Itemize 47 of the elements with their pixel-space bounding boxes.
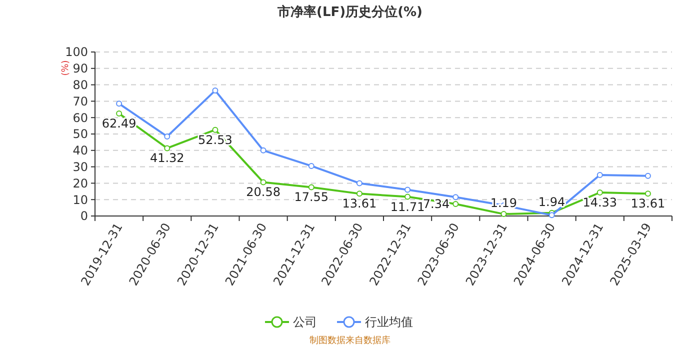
data-label: 20.58 bbox=[246, 185, 280, 200]
point bbox=[116, 110, 122, 117]
y-tick-label: 20 bbox=[72, 176, 88, 190]
point bbox=[164, 145, 170, 152]
text: 制图数据来自数据库 bbox=[310, 335, 390, 346]
point bbox=[404, 186, 411, 193]
point bbox=[260, 147, 266, 154]
point bbox=[260, 179, 266, 186]
data-label: 1.94 bbox=[538, 194, 566, 209]
data-label: 13.61 bbox=[630, 196, 666, 211]
y-tick-label: 40 bbox=[72, 144, 88, 158]
point bbox=[644, 190, 651, 197]
y-tick-label: 80 bbox=[72, 78, 88, 92]
point bbox=[548, 212, 555, 218]
chart-title: 市净率(LF)历史分位(%) bbox=[276, 4, 422, 20]
data-label: 11.71 bbox=[390, 200, 425, 214]
data-label: 7.34 bbox=[422, 196, 450, 211]
point bbox=[308, 162, 314, 169]
point bbox=[596, 190, 603, 196]
point bbox=[212, 126, 218, 133]
point bbox=[500, 211, 507, 218]
point bbox=[596, 172, 603, 178]
point bbox=[452, 200, 459, 207]
point bbox=[308, 184, 314, 190]
point bbox=[212, 88, 218, 94]
y-tick-label: 0 bbox=[80, 209, 88, 224]
y-tick-label: 90 bbox=[72, 62, 88, 76]
y-tick-label: 50 bbox=[72, 127, 88, 142]
y-tick-label: 10 bbox=[72, 192, 88, 207]
y-tick-label: 70 bbox=[72, 94, 88, 108]
legend-label: 行业均值 bbox=[365, 315, 413, 330]
point bbox=[644, 172, 651, 179]
data-label: 13.61 bbox=[342, 196, 377, 211]
data-label: 17.55 bbox=[294, 190, 329, 204]
point bbox=[356, 180, 362, 186]
point bbox=[164, 133, 170, 140]
point bbox=[452, 194, 459, 200]
y-tick-label: 100 bbox=[65, 45, 88, 60]
y-tick-label: 30 bbox=[72, 160, 88, 174]
point bbox=[116, 100, 122, 107]
y-axis-title: (%) bbox=[61, 60, 71, 76]
data-label: 41.32 bbox=[150, 151, 184, 166]
y-tick-label: 60 bbox=[72, 110, 88, 125]
data-label: 14.33 bbox=[582, 196, 618, 210]
point bbox=[404, 194, 411, 200]
point bbox=[356, 190, 362, 197]
legend-label: 公司 bbox=[293, 315, 317, 330]
